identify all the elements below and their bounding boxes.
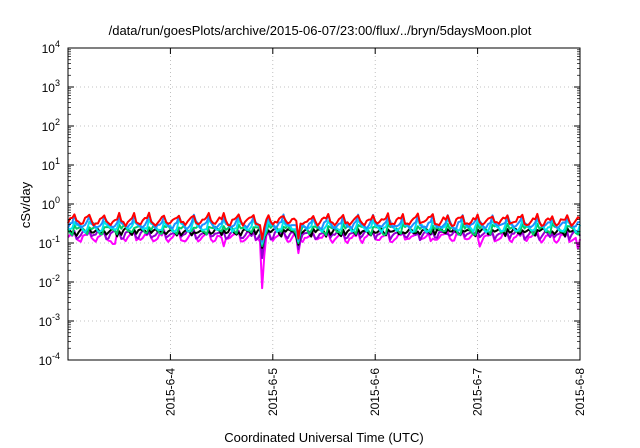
series-group [67,211,581,290]
y-axis-label: cSv/day [18,181,33,228]
y-tick-label: 10-1 [39,234,60,251]
x-tick-label: 2015-6-8 [573,368,587,416]
y-tick-labels: 104 103 102 101 100 10-1 10-2 10-3 10-4 [39,39,60,368]
y-tick-label: 100 [42,195,60,212]
y-tick-label: 10-2 [39,273,60,290]
x-tick-label: 2015-6-4 [163,368,177,416]
y-tick-label: 10-4 [39,351,60,368]
y-tick-label: 101 [42,156,60,173]
y-tick-label: 10-3 [39,312,60,329]
y-tick-label: 103 [42,78,60,95]
chart-title: /data/run/goesPlots/archive/2015-06-07/2… [109,23,532,38]
x-tick-label: 2015-6-7 [471,368,485,416]
y-tick-label: 104 [42,39,60,56]
x-tick-label: 2015-6-6 [368,368,382,416]
grid [68,48,580,360]
x-tick-labels: 2015-6-4 2015-6-5 2015-6-6 2015-6-7 2015-6-8 [163,368,587,416]
series-line [67,211,581,241]
x-axis-label: Coordinated Universal Time (UTC) [224,430,423,445]
y-tick-label: 102 [42,117,60,134]
series-line [67,228,581,290]
x-tick-label: 2015-6-5 [266,368,280,416]
tick-marks [68,47,581,361]
